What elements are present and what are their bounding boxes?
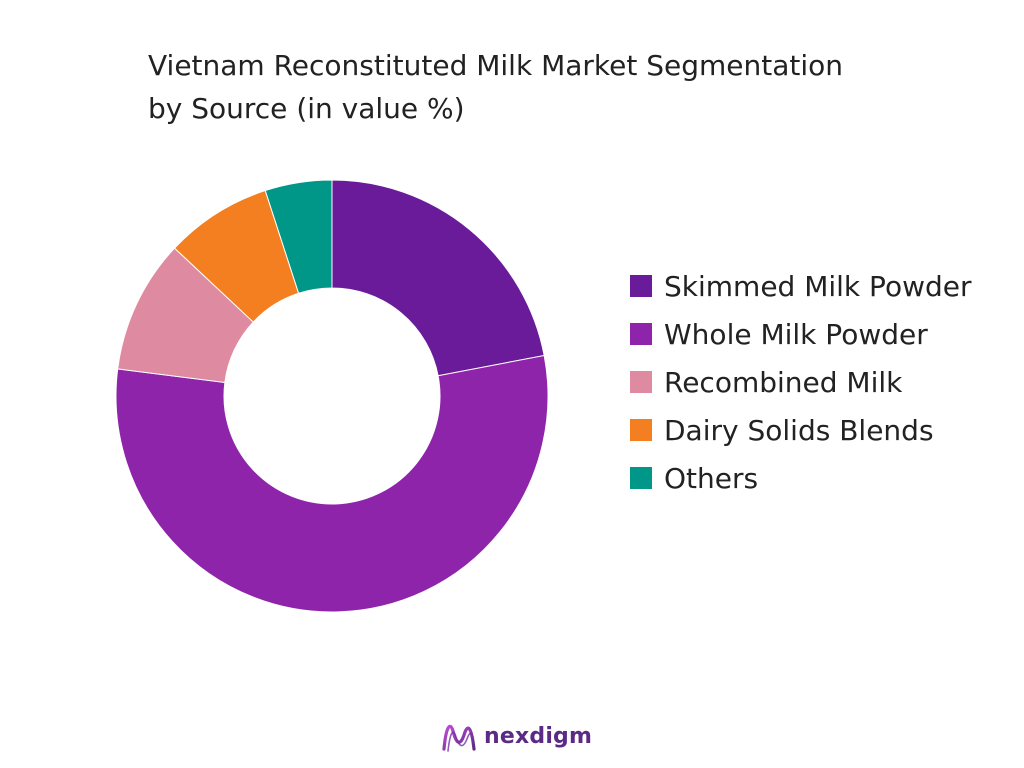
chart-title-line-2: by Source (in value %) [148,92,465,125]
legend-label: Whole Milk Powder [664,317,928,351]
donut-slice-others [264,179,333,294]
chart-title-line-1: Vietnam Reconstituted Milk Market Segmen… [148,49,844,82]
legend-swatch [630,371,652,393]
legend-label: Recombined Milk [664,365,903,399]
legend-label: Others [664,461,759,495]
legend-swatch [630,419,652,441]
legend-swatch [630,323,652,345]
nexdigm-wave-icon [442,724,476,752]
chart-legend: Skimmed Milk Powder Whole Milk Powder Re… [630,262,1024,502]
legend-item-recombined-milk: Recombined Milk [630,358,1024,406]
legend-item-others: Others [630,454,1024,502]
legend-swatch [630,467,652,489]
legend-item-skimmed-milk-powder: Skimmed Milk Powder [630,262,1024,310]
legend-label: Skimmed Milk Powder [664,269,972,303]
legend-label: Dairy Solids Blends [664,413,934,447]
legend-item-whole-milk-powder: Whole Milk Powder [630,310,1024,358]
brand-name: nexdigm [484,723,593,749]
chart-title: Vietnam Reconstituted Milk Market Segmen… [148,44,968,130]
donut-slice-whole-milk-powder [115,354,549,613]
brand-logo: nexdigm [440,716,592,756]
legend-item-dairy-solids-blends: Dairy Solids Blends [630,406,1024,454]
legend-swatch [630,275,652,297]
donut-slice-skimmed-milk-powder [331,179,545,377]
